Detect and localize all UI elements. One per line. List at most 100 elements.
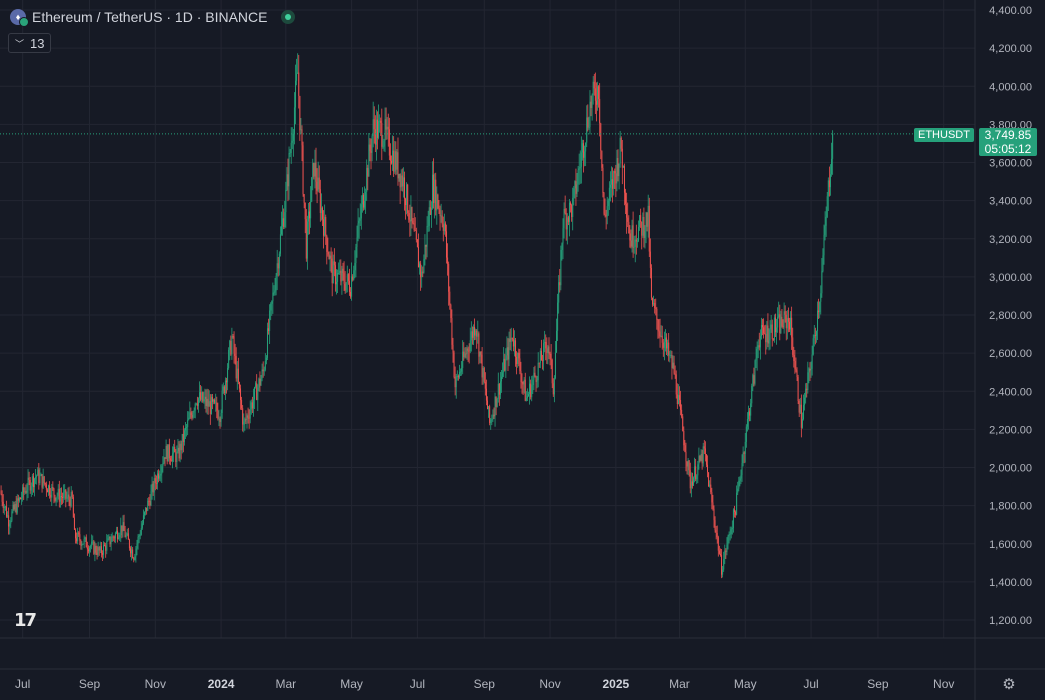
candle-body <box>392 150 394 164</box>
candle-body <box>636 241 638 242</box>
candle-body <box>726 544 728 553</box>
candle-body <box>620 137 622 149</box>
candle-body <box>314 162 316 177</box>
candle-body <box>185 427 187 431</box>
candle-body <box>694 466 696 478</box>
candle-body <box>449 291 451 305</box>
candle-body <box>451 318 453 345</box>
x-tick-label: May <box>340 677 363 691</box>
candle-body <box>614 171 616 174</box>
candle-body <box>252 399 254 409</box>
y-tick-label: 4,400.00 <box>989 5 1032 17</box>
candle-body <box>16 498 18 513</box>
candle-body <box>83 538 85 544</box>
candle-body <box>814 334 816 336</box>
candle-body <box>125 535 127 538</box>
candle-body <box>635 239 637 242</box>
candle-body <box>408 213 410 220</box>
candle-body <box>112 536 114 538</box>
candle-body <box>237 368 239 383</box>
candle-body <box>21 497 23 500</box>
tradingview-logo-icon[interactable]: 17 <box>14 610 37 631</box>
candle-body <box>815 331 817 336</box>
x-tick-label: May <box>734 677 757 691</box>
candle-body <box>700 454 702 461</box>
candle-body <box>160 473 162 476</box>
candle-body <box>829 174 831 188</box>
candle-body <box>783 311 785 328</box>
symbol-header[interactable]: ♦ Ethereum / TetherUS · 1D · BINANCE <box>10 9 296 27</box>
candle-body <box>305 219 307 259</box>
candle-body <box>142 515 144 524</box>
market-open-status-icon[interactable] <box>281 10 296 24</box>
candle-body <box>403 177 405 199</box>
candle-body <box>492 414 494 420</box>
candle-body <box>566 217 568 230</box>
candle-body <box>659 331 661 337</box>
candle-body <box>650 267 652 298</box>
candle-body <box>51 486 53 498</box>
candle-body <box>219 418 221 422</box>
candle-body <box>206 398 208 407</box>
candle-body <box>718 550 720 554</box>
candle-body <box>272 292 274 302</box>
candle-body <box>69 499 71 507</box>
candle-body <box>2 501 4 509</box>
candle-body <box>244 418 246 422</box>
candle-body <box>476 330 478 337</box>
candle-body <box>72 497 74 518</box>
candle-body <box>247 415 249 418</box>
candle-body <box>766 325 768 343</box>
candle-body <box>450 304 452 319</box>
candle-body <box>556 330 558 353</box>
candle-body <box>317 177 319 191</box>
candle-body <box>248 417 250 419</box>
candle-body <box>90 546 92 548</box>
candle-body <box>607 200 609 207</box>
candle-body <box>373 119 375 130</box>
candle-body <box>546 348 548 354</box>
candle-body <box>336 281 338 285</box>
candle-body <box>36 475 38 478</box>
candle-body <box>164 457 166 459</box>
candle-body <box>302 145 304 195</box>
candle-body <box>347 274 349 281</box>
candle-body <box>431 174 433 209</box>
candle-body <box>266 328 268 358</box>
gear-icon[interactable]: ⚙ <box>1002 676 1016 693</box>
candle-body <box>348 280 350 292</box>
indicators-toggle-button[interactable]: ﹀ 13 <box>8 33 52 53</box>
candle-body <box>82 543 84 545</box>
candle-body <box>733 509 735 513</box>
candle-body <box>440 215 442 217</box>
candle-body <box>823 234 825 256</box>
candle-body <box>763 327 765 334</box>
candle-body <box>92 541 94 543</box>
candle-body <box>524 379 526 401</box>
candle-body <box>534 372 536 377</box>
candle-body <box>291 140 293 143</box>
candle-body <box>343 273 345 284</box>
candle-body <box>653 303 655 305</box>
x-tick-label: Sep <box>474 677 496 691</box>
candle-body <box>593 81 595 89</box>
candle-body <box>676 394 678 405</box>
candle-body <box>713 508 715 521</box>
y-tick-label: 2,600.00 <box>989 348 1032 360</box>
candle-body <box>14 503 16 510</box>
candle-body <box>310 201 312 219</box>
candle-body <box>549 353 551 355</box>
candle-body <box>255 383 257 388</box>
candle-body <box>826 196 828 217</box>
candle-body <box>467 348 469 351</box>
x-tick-label: Jul <box>803 677 818 691</box>
candle-body <box>788 321 790 330</box>
candle-body <box>471 331 473 338</box>
candle-body <box>807 372 809 390</box>
candle-body <box>169 458 171 461</box>
candle-body <box>560 249 562 286</box>
candle-body <box>366 167 368 193</box>
candle-body <box>25 491 27 493</box>
